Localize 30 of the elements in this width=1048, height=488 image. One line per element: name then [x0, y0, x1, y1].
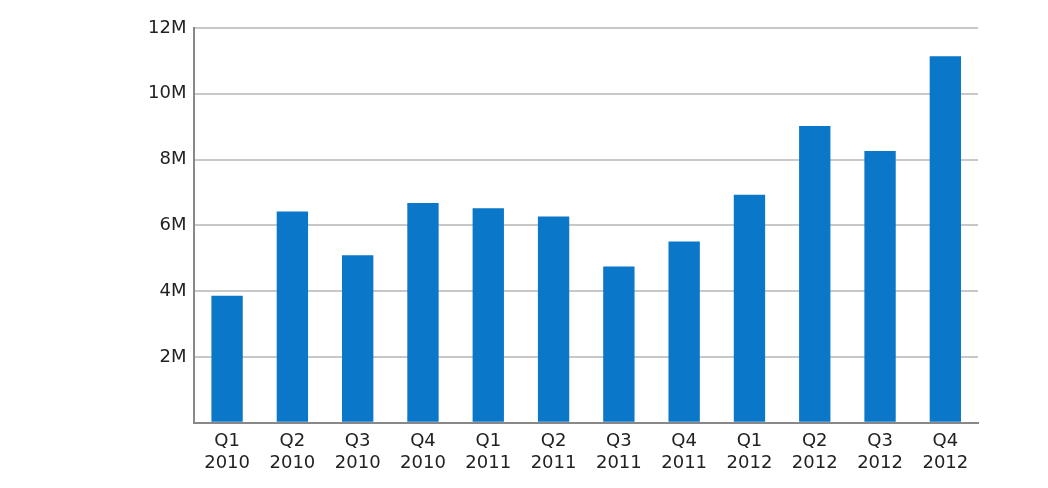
bar: [407, 203, 439, 422]
bar: [929, 56, 962, 422]
x-tick-label: Q1 2011: [465, 429, 512, 472]
x-tick-label: Q1 2010: [204, 429, 250, 472]
x-tick-label: Q2 2012: [791, 429, 838, 472]
bar: [211, 295, 243, 422]
x-tick-label: Q2 2010: [269, 429, 316, 472]
bar: [668, 241, 700, 422]
y-tick-label: 10M: [148, 81, 187, 103]
y-tick-label: 2M: [159, 344, 187, 366]
x-tick-label: Q3 2011: [595, 429, 642, 472]
y-tick-label: 4M: [159, 278, 187, 300]
x-tick-label: Q4 2010: [400, 429, 446, 472]
y-tick-label: 6M: [159, 213, 187, 235]
bar: [864, 151, 896, 422]
x-tick-label: Q3 2012: [857, 429, 903, 472]
x-tick-label: Q1 2012: [726, 429, 773, 472]
x-tick-label: Q4 2011: [661, 429, 708, 472]
bar: [537, 216, 570, 422]
bar: [603, 266, 635, 422]
x-tick-label: Q2 2011: [530, 429, 577, 472]
bar: [276, 211, 309, 422]
bar: [733, 194, 766, 422]
bar: [472, 208, 504, 422]
x-tick-label: Q3 2010: [334, 429, 381, 472]
y-tick-label: 12M: [148, 15, 187, 37]
bar: [799, 126, 831, 422]
y-tick-label: 8M: [159, 147, 187, 169]
bar: [342, 255, 374, 422]
x-tick-label: Q4 2012: [922, 429, 969, 472]
